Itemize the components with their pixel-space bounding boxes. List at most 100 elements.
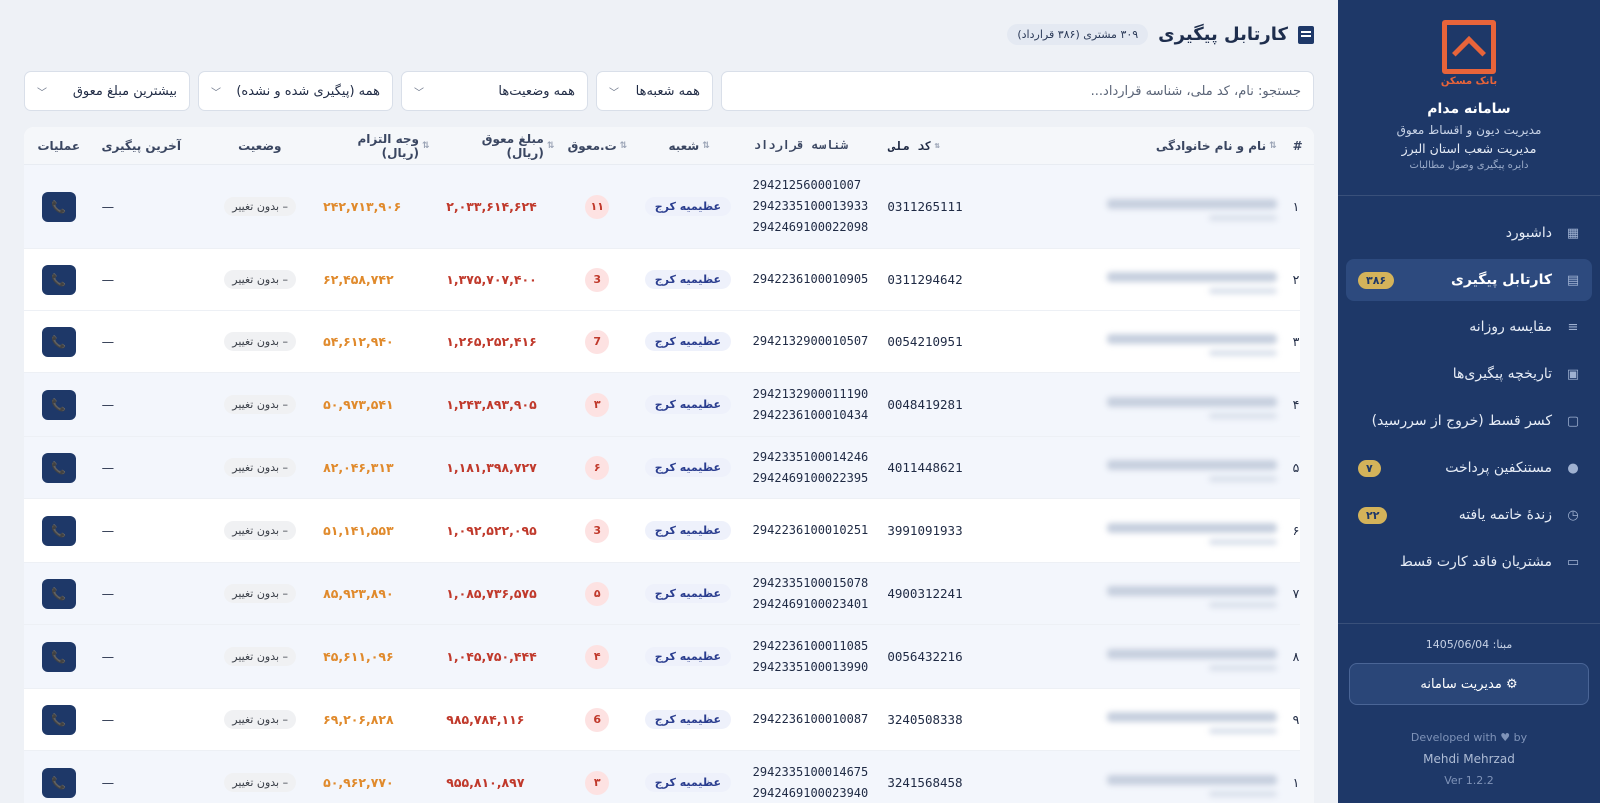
national-id: 0054210951 [887,334,963,349]
table-row[interactable]: ۵ 4011448621 2942335100014246 2942469100022… [24,437,1314,499]
base-date-value: 1405/06/04 [1425,638,1490,651]
table-row[interactable]: ۱۰32415684582942335100014675294246910002… [24,751,1314,803]
call-button[interactable]: 📞 [41,767,76,798]
col-amount[interactable]: ⇅ مبلغ معوق (ریال) [438,132,563,160]
penalty-amount: ۵۰,۹۷۳,۵۴۱ [323,397,394,412]
sidebar-item-label: مشتریان فاقد کارت قسط [1399,554,1552,570]
penalty-amount: ۸۵,۹۲۳,۸۹۰ [323,586,394,601]
status-badge: – بدون تغییر [224,395,297,414]
row-number: ۲ [1292,272,1300,287]
main-content: کارتابل پیگیری ۳۰۹ مشتری (۳۸۶ قرارداد) ج… [24,24,1314,803]
contract-ids: 2942132900011190 2942236100010434 [745,384,880,426]
penalty-amount: ۵۱,۱۴۱,۵۵۳ [323,523,394,538]
branch-cell: عظیمیه کرج [631,270,745,289]
col-due[interactable]: ⇅ وجه التزام (ریال) [315,132,438,160]
contract-id: 2942335100014246 [752,449,869,464]
overdue-count-cell: 7 [563,329,631,354]
customer-name-blurred [997,708,1285,734]
table-row[interactable]: ۳ 0054210951 2942132900010507 عظیمیه کرج 7 ۱,… [24,311,1314,373]
overdue-count-badge: ۳ [585,770,610,795]
sidebar-item-0[interactable]: ▦ داشبورد [1346,212,1592,254]
sidebar-item-7[interactable]: ▭ مشتریان فاقد کارت قسط [1346,541,1592,583]
logo-text: بانک مسکن [1440,76,1498,87]
customer-name-blurred [997,268,1285,294]
brand-subtitle-2: مدیریت شعب استان البرز [1401,141,1537,156]
table-row[interactable]: ۲ 0311294642 2942236100010905 عظیمیه کرج 3 ۱,… [24,249,1314,311]
branch-badge: عظیمیه کرج [644,647,731,666]
sort-icon: ⇅ [421,140,430,151]
col-count[interactable]: ⇅ ت.معوق [562,139,632,153]
penalty-amount: ۸۲,۰۴۶,۳۱۳ [323,460,394,475]
last-followup: — [101,272,115,287]
call-button[interactable]: 📞 [41,191,76,222]
national-id: 0056432216 [887,649,963,664]
overdue-count-badge: ۱۱ [585,194,610,219]
phone-icon: 📞 [51,712,67,727]
contract-ids: 2942132900010507 [745,331,880,352]
ops-cell: 📞 [24,264,94,295]
search-input[interactable]: جستجو: نام، کد ملی، شناسه قرارداد... [721,71,1314,111]
phone-icon: 📞 [51,272,67,287]
last-followup: — [101,460,115,475]
sort-icon: ⇅ [1269,140,1277,151]
followup-select-value: همه (پیگیری شده و نشده) [236,83,380,99]
col-branch[interactable]: ⇅ شعبه [632,139,745,153]
table-row[interactable]: ۷ 4900312241 2942335100015078 2942469100023… [24,563,1314,625]
row-number: ۱ [1292,199,1300,214]
overdue-count-cell: ۶ [563,455,631,480]
customer-name-blurred [997,393,1285,419]
branch-select[interactable]: همه شعبه‌ها ﹀ [596,71,713,111]
last-followup: — [101,712,115,727]
branch-badge: عظیمیه کرج [644,197,731,216]
contract-ids: 2942236100010087 [745,709,880,730]
calendar-icon: ▣ [1566,366,1580,382]
penalty-amount: ۴۵,۶۱۱,۰۹۶ [323,649,394,664]
branch-badge: عظیمیه کرج [644,521,731,540]
call-button[interactable]: 📞 [41,641,76,672]
call-button[interactable]: 📞 [41,704,76,735]
call-button[interactable]: 📞 [41,264,76,295]
table-row[interactable]: ۸ 0056432216 2942236100011085 2942335100013… [24,625,1314,689]
table-row[interactable]: ۴ 0048419281 2942132900011190 2942236100010… [24,373,1314,437]
call-button[interactable]: 📞 [41,326,76,357]
sidebar-item-1[interactable]: ▤ کارتابل پیگیری ۳۸۶ [1346,259,1592,301]
ops-cell: 📞 [24,326,94,357]
sidebar-item-2[interactable]: ≡ مقایسه روزانه [1346,306,1592,348]
sidebar-item-4[interactable]: ▢ کسر قسط (خروج از سررسید) [1346,400,1592,442]
status-cell: – بدون تغییر [205,710,315,729]
sort-select[interactable]: بیشترین مبلغ معوق ﹀ [24,71,190,111]
last-followup: — [101,397,115,412]
sort-icon: ⇅ [546,140,555,151]
ops-cell: 📞 [24,767,94,798]
row-number: ۹ [1292,712,1300,727]
system-admin-button[interactable]: ⚙ مدیریت سامانه [1349,663,1589,705]
status-badge: – بدون تغییر [224,458,297,477]
sidebar-item-3[interactable]: ▣ تاریخچه پیگیری‌ها [1346,353,1592,395]
credit-card-icon: ▭ [1566,554,1580,570]
sidebar-item-5[interactable]: ● مستنکفین پرداخت ۷ [1346,447,1592,489]
sidebar-item-6[interactable]: ◷ زندهٔ خاتمه یافته ۲۲ [1346,494,1592,536]
table-row[interactable]: ۱ 0311265111 294212560001007 29423351000139… [24,165,1314,249]
table-row[interactable]: ۹ 3240508338 2942236100010087 عظیمیه کرج 6 ۹۸… [24,689,1314,751]
call-button[interactable]: 📞 [41,452,76,483]
contract-id: 2942236100010905 [752,272,869,286]
call-button[interactable]: 📞 [41,578,76,609]
ops-cell: 📞 [24,389,94,420]
table-row[interactable]: ۶ 3991091933 2942236100010251 عظیمیه کرج 3 ۱,… [24,499,1314,563]
call-button[interactable]: 📞 [41,389,76,420]
col-name[interactable]: ⇅ نام و نام خانوادگی [997,139,1284,153]
system-admin-label: ⚙ مدیریت سامانه [1420,676,1518,692]
compare-icon: ≡ [1567,319,1579,335]
dashboard-icon: ▦ [1566,225,1580,241]
overdue-count-badge: ۴ [585,644,610,669]
overdue-count-badge: ۵ [585,581,610,606]
phone-icon: 📞 [51,523,67,538]
followup-select[interactable]: همه (پیگیری شده و نشده) ﹀ [198,71,393,111]
status-badge: – بدون تغییر [224,521,297,540]
sort-icon: ⇅ [702,140,710,151]
call-button[interactable]: 📞 [41,515,76,546]
branch-cell: عظیمیه کرج [631,197,745,216]
customer-name-blurred [997,456,1285,482]
status-select[interactable]: همه وضعیت‌ها ﹀ [401,71,588,111]
col-nid[interactable]: ⇅ کد ملی [880,139,997,153]
